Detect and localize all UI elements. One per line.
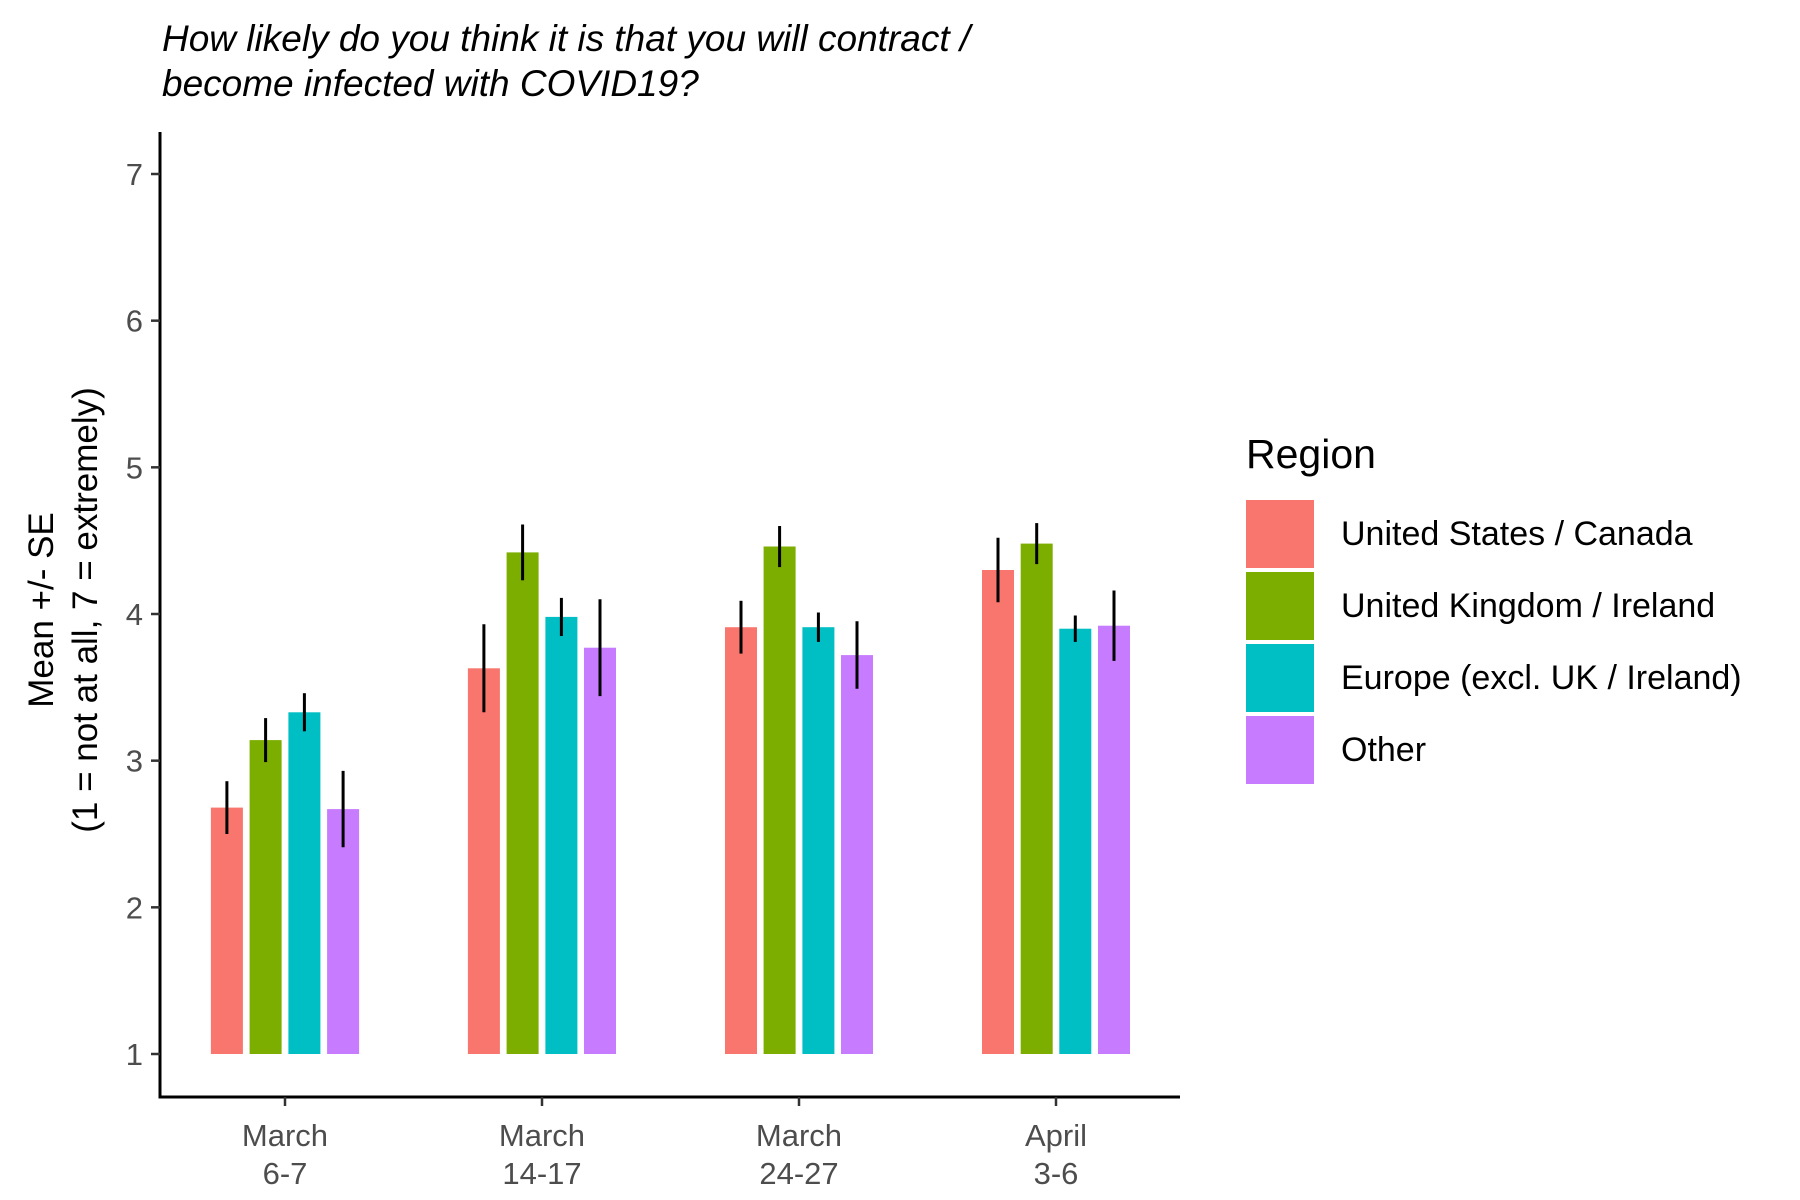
x-tick-label-line: April [1025,1118,1087,1153]
x-tick-label-line: 6-7 [263,1156,308,1191]
bar [763,546,796,1054]
x-tick-label-line: 24-27 [759,1156,838,1191]
bar [210,807,243,1054]
legend: Region United States / Canada United King… [1246,430,1742,786]
legend-swatch [1246,500,1314,568]
x-tick-label-line: March [499,1118,585,1153]
y-tick-label: 6 [126,304,143,339]
x-tick-label-line: March [242,1118,328,1153]
bar [982,570,1014,1054]
y-axis-title-line: Mean +/- SE [22,512,61,708]
error-bars-group [225,523,1116,848]
legend-label: Other [1341,730,1427,769]
legend-swatch [1246,644,1314,712]
legend-item: Other [1246,714,1742,786]
bar [584,647,616,1054]
chart-title-line-1: How likely do you think it is that you w… [162,18,971,59]
x-tick-label: March 24-27 [756,1118,842,1191]
bar [1098,625,1130,1054]
legend-swatch [1246,716,1314,784]
legend-item: Europe (excl. UK / Ireland) [1246,642,1742,714]
x-tick-label: March 6-7 [242,1118,328,1191]
chart-title: How likely do you think it is that you w… [162,16,1362,106]
x-tick-label-line: 3-6 [1034,1156,1079,1191]
bar [1020,543,1053,1054]
legend-items: United States / Canada United Kingdom / I… [1246,498,1742,786]
x-tick-label: April 3-6 [1025,1118,1087,1191]
x-tick-label: March 14-17 [499,1118,585,1191]
y-tick-label: 7 [126,157,143,192]
legend-label: United States / Canada [1341,514,1693,553]
bar [802,627,835,1054]
bar [545,616,578,1054]
legend-title: Region [1246,431,1376,477]
bar [725,627,757,1054]
bar [467,668,500,1054]
y-tick-label: 2 [126,890,143,925]
legend-label: Europe (excl. UK / Ireland) [1341,658,1742,697]
bar [1059,628,1092,1054]
y-axis-title-line: (1 = not at all, 7 = extremely) [66,387,105,832]
bars-group [210,543,1130,1054]
y-tick-label: 1 [126,1037,143,1072]
x-tick-label-line: March [756,1118,842,1153]
y-axis-title-text: Mean +/- SE (1 = not at all, 7 = extremel… [22,387,105,832]
bar [506,552,539,1054]
chart-title-line-2: become infected with COVID19? [162,63,699,104]
legend-item: United States / Canada [1246,498,1742,570]
bar [288,712,321,1054]
y-axis-title: Mean +/- SE (1 = not at all, 7 = extremel… [22,387,105,832]
legend-swatch [1246,572,1314,640]
y-tick-label: 5 [126,450,143,485]
x-tick-label-line: 14-17 [502,1156,581,1191]
legend-item: United Kingdom / Ireland [1246,570,1742,642]
bar [327,809,360,1054]
y-tick-label: 3 [126,744,143,779]
y-tick-label: 4 [126,597,143,632]
bar [841,655,873,1054]
bar [249,740,282,1054]
legend-label: United Kingdom / Ireland [1341,586,1716,625]
